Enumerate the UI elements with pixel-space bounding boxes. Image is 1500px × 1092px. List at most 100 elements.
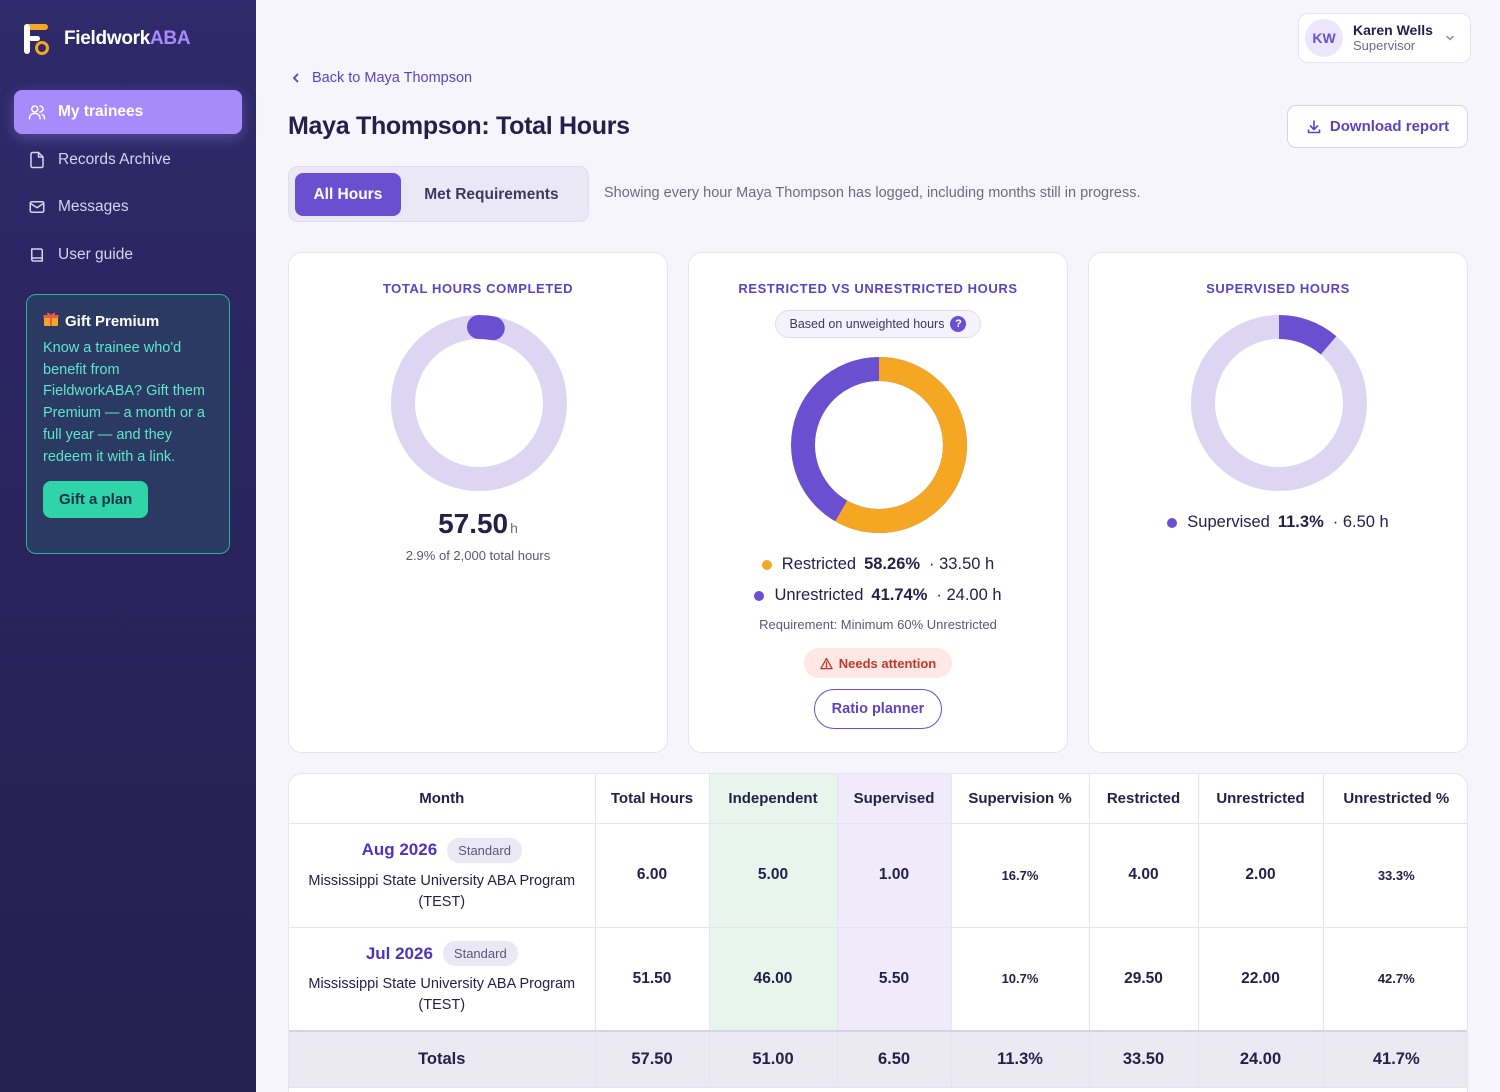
- unrestricted-dot: [754, 590, 765, 601]
- supervised-dot: [1167, 517, 1178, 528]
- totals-independent: 51.00: [709, 1030, 838, 1088]
- column-header-independent[interactable]: Independent: [709, 774, 838, 824]
- table-header-row: Month Total Hours Independent Supervised…: [289, 774, 1467, 824]
- column-header-unrestricted-pct[interactable]: Unrestricted %: [1323, 774, 1467, 824]
- tab-description: Showing every hour Maya Thompson has log…: [604, 185, 1141, 201]
- sidebar: FieldworkABA My trainees Records Archive…: [0, 0, 256, 1092]
- sidebar-item-label: Messages: [58, 198, 129, 215]
- card-title: RESTRICTED VS UNRESTRICTED HOURS: [738, 281, 1018, 296]
- sidebar-item-label: My trainees: [58, 103, 144, 120]
- month-link[interactable]: Aug 2026: [361, 840, 438, 859]
- avatar: KW: [1305, 19, 1343, 57]
- donut-progress-arc: [391, 315, 567, 491]
- column-header-unrestricted[interactable]: Unrestricted: [1198, 774, 1324, 824]
- sidebar-item-user-guide[interactable]: User guide: [14, 233, 242, 277]
- independent-cell: 5.00: [709, 823, 838, 928]
- sidebar-item-label: User guide: [58, 245, 133, 263]
- month-link[interactable]: Jul 2026: [365, 943, 433, 963]
- donut-track: [1191, 315, 1367, 491]
- restricted-donut: [791, 357, 967, 533]
- supervised-cell: 1.00: [837, 823, 952, 928]
- user-menu[interactable]: KW Karen Wells Supervisor: [1298, 13, 1471, 63]
- restricted-dot: [761, 559, 772, 570]
- users-icon: [28, 105, 46, 120]
- ratio-planner-button[interactable]: Ratio planner: [814, 689, 942, 729]
- unrestricted-pct-cell: 42.7%: [1323, 927, 1467, 1032]
- month-cell: Jul 2026 Standard Mississippi State Univ…: [289, 927, 596, 1032]
- totals-supervision-pct: 11.3%: [951, 1030, 1090, 1088]
- card-title: TOTAL HOURS COMPLETED: [382, 281, 574, 296]
- gift-icon: [43, 311, 59, 331]
- help-icon[interactable]: ?: [950, 316, 967, 332]
- totals-total-hours: 57.50: [595, 1030, 710, 1088]
- monthly-hours-table: Month Total Hours Independent Supervised…: [288, 773, 1468, 1092]
- file-icon: [30, 151, 44, 168]
- legend-unrestricted: Unrestricted 41.74% · 24.00 h: [689, 586, 1067, 605]
- supervised-cell: 5.50: [837, 927, 952, 1032]
- total-hours-value: 57.50 h: [438, 508, 518, 539]
- chevron-down-icon: [1446, 35, 1454, 41]
- table-row[interactable]: Jul 2026 Standard Mississippi State Univ…: [289, 927, 1467, 1032]
- download-report-button[interactable]: Download report: [1287, 105, 1468, 148]
- back-link[interactable]: Back to Maya Thompson: [290, 70, 472, 86]
- sidebar-item-label: Records Archive: [58, 150, 171, 168]
- needs-attention-badge: Needs attention: [804, 648, 952, 678]
- supervision-pct-cell: 10.7%: [951, 927, 1090, 1032]
- download-icon: [1307, 119, 1321, 133]
- logo-icon: [22, 22, 52, 56]
- donut-supervised-segment: [1191, 315, 1367, 491]
- program-name: Mississippi State University ABA Program…: [308, 872, 576, 910]
- gift-plan-button[interactable]: Gift a plan: [43, 481, 149, 519]
- sidebar-item-messages[interactable]: Messages: [14, 185, 242, 229]
- donut-restricted-segment: [791, 357, 967, 533]
- independent-cell: 46.00: [709, 927, 838, 1032]
- column-header-month[interactable]: Month: [289, 774, 596, 824]
- mail-icon: [29, 201, 45, 213]
- sidebar-nav: My trainees Records Archive Messages Use…: [14, 90, 242, 280]
- app-logo[interactable]: FieldworkABA: [22, 22, 191, 56]
- totals-label: Totals: [289, 1030, 596, 1088]
- totals-unrestricted: 24.00: [1198, 1030, 1324, 1088]
- totals-restricted: 33.50: [1089, 1030, 1199, 1088]
- sidebar-item-records-archive[interactable]: Records Archive: [14, 138, 242, 182]
- unweighted-hours-pill: Based on unweighted hours ?: [775, 310, 981, 338]
- tab-all-hours[interactable]: All Hours: [295, 173, 401, 216]
- legend-restricted: Restricted 58.26% · 33.50 h: [689, 555, 1067, 574]
- column-header-restricted[interactable]: Restricted: [1089, 774, 1199, 824]
- page-title: Maya Thompson: Total Hours: [288, 112, 630, 140]
- tab-met-requirements[interactable]: Met Requirements: [424, 185, 559, 203]
- program-type-badge: Standard: [447, 837, 522, 863]
- total-hours-cell: 51.50: [595, 927, 710, 1032]
- gift-description: Know a trainee who'd benefit from Fieldw…: [43, 340, 205, 465]
- requirement-text: Requirement: Minimum 60% Unrestricted: [759, 617, 997, 632]
- column-header-supervised[interactable]: Supervised: [837, 774, 952, 824]
- card-title: SUPERVISED HOURS: [1206, 281, 1350, 296]
- gift-title: Gift Premium: [43, 311, 213, 331]
- program-type-badge: Standard: [442, 941, 518, 967]
- unrestricted-pct-cell: 33.3%: [1323, 823, 1467, 928]
- sidebar-item-my-trainees[interactable]: My trainees: [14, 90, 242, 134]
- legend-supervised: Supervised 11.3% · 6.50 h: [1089, 513, 1467, 532]
- program-name: Mississippi State University ABA Program…: [308, 976, 576, 1014]
- gift-premium-card: Gift Premium Know a trainee who'd benefi…: [26, 294, 230, 554]
- total-hours-donut: [391, 315, 567, 491]
- total-hours-cell: 6.00: [595, 823, 710, 928]
- book-icon: [31, 247, 43, 262]
- totals-unrestricted-pct: 41.7%: [1323, 1030, 1467, 1088]
- restricted-unrestricted-card: RESTRICTED VS UNRESTRICTED HOURS Based o…: [688, 252, 1068, 753]
- restricted-cell: 29.50: [1089, 927, 1199, 1032]
- chevron-left-icon: [292, 73, 299, 83]
- supervision-pct-cell: 16.7%: [951, 823, 1090, 928]
- total-hours-progress-text: 2.9% of 2,000 total hours: [405, 548, 551, 563]
- month-cell: Aug 2026 Standard Mississippi State Univ…: [289, 823, 596, 928]
- user-name: Karen Wells: [1353, 22, 1433, 38]
- supervised-hours-card: SUPERVISED HOURS Supervised 11.3% · 6.50…: [1088, 252, 1468, 753]
- user-role: Supervisor: [1353, 38, 1416, 53]
- column-header-total-hours[interactable]: Total Hours: [595, 774, 710, 824]
- donut-track: [391, 315, 567, 491]
- hours-filter-tabs: All Hours Met Requirements: [288, 166, 589, 222]
- column-header-supervision-pct[interactable]: Supervision %: [951, 774, 1090, 824]
- unrestricted-cell: 22.00: [1198, 927, 1324, 1032]
- table-row[interactable]: Aug 2026 Standard Mississippi State Univ…: [289, 823, 1467, 928]
- total-hours-card: TOTAL HOURS COMPLETED 57.50 h 2.9% of 2,0…: [288, 252, 668, 753]
